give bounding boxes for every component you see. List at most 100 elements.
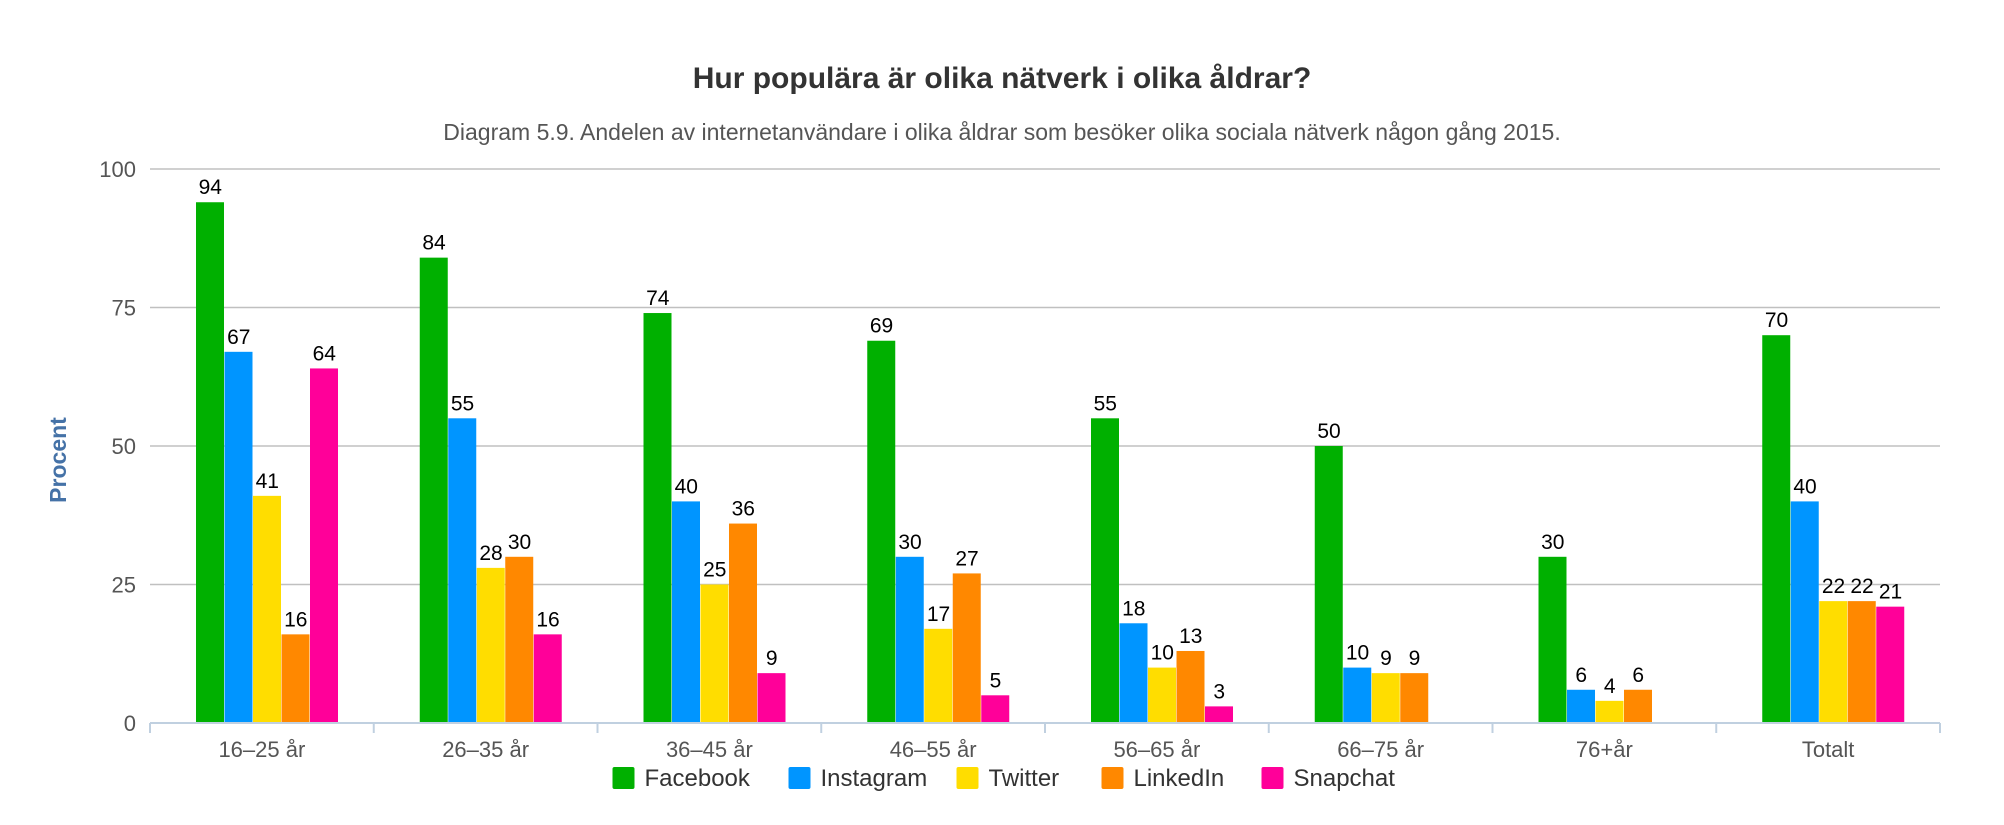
bar[interactable] [196, 202, 224, 724]
bar[interactable] [1205, 706, 1233, 723]
data-label: 36 [732, 498, 755, 521]
legend-item-twitter[interactable]: Twitter [956, 765, 1060, 792]
data-label: 17 [927, 603, 950, 626]
bar[interactable] [1343, 667, 1372, 723]
bar[interactable] [981, 695, 1010, 723]
bar[interactable] [1847, 601, 1876, 723]
bar[interactable] [224, 351, 253, 723]
bar[interactable] [1762, 335, 1791, 723]
bar[interactable] [952, 573, 981, 723]
data-label: 55 [1094, 392, 1117, 415]
legend-swatch [788, 767, 811, 789]
legend-item-linkedin[interactable]: LinkedIn [1101, 765, 1225, 792]
y-tick-label: 50 [112, 434, 136, 459]
data-label: 84 [422, 232, 446, 255]
bar[interactable] [448, 418, 477, 723]
data-label: 9 [1409, 647, 1421, 670]
bar[interactable] [1538, 556, 1567, 723]
bar[interactable] [729, 523, 757, 723]
bar[interactable] [924, 628, 953, 723]
y-tick-label: 100 [99, 157, 136, 182]
data-label: 40 [1793, 475, 1816, 498]
bar[interactable] [1091, 418, 1119, 723]
data-label: 67 [227, 326, 250, 349]
data-label: 16 [284, 608, 307, 631]
bar[interactable] [1819, 601, 1848, 723]
chart-subtitle: Diagram 5.9. Andelen av internetanvändar… [443, 119, 1560, 145]
data-label: 40 [675, 475, 698, 498]
x-tick-label: Totalt [1802, 737, 1855, 762]
legend-swatch [956, 767, 979, 789]
x-tick-label: 56–65 år [1113, 737, 1200, 762]
legend-item-instagram[interactable]: Instagram [788, 765, 928, 792]
bar[interactable] [1371, 673, 1400, 723]
data-label: 22 [1822, 575, 1845, 598]
data-label: 6 [1632, 664, 1644, 687]
legend-item-facebook[interactable]: Facebook [612, 765, 751, 792]
bar[interactable] [895, 556, 924, 723]
legend-swatch [1261, 767, 1284, 789]
y-tick-label: 25 [112, 573, 136, 598]
x-tick-label: 66–75 år [1337, 737, 1424, 762]
data-label: 9 [1380, 647, 1392, 670]
bar[interactable] [1148, 667, 1176, 723]
data-label: 55 [451, 392, 474, 415]
data-label: 70 [1765, 309, 1788, 332]
data-label: 28 [479, 542, 502, 565]
data-label: 25 [703, 559, 726, 582]
bar[interactable] [757, 673, 786, 723]
data-label: 13 [1179, 625, 1202, 648]
legend-label: Twitter [989, 765, 1060, 792]
bar[interactable] [253, 495, 281, 723]
data-label: 27 [955, 547, 978, 570]
bar[interactable] [1314, 446, 1343, 723]
y-axis-title: Procent [45, 417, 71, 503]
bar[interactable] [672, 501, 700, 723]
bar[interactable] [1790, 501, 1819, 723]
x-axis: 0 25 50 75 100 16–25 år 26–35 år 36–45 år 46–55 … [99, 157, 1941, 762]
legend-swatch [1101, 767, 1124, 789]
bar[interactable] [310, 368, 338, 723]
bar[interactable] [281, 634, 310, 723]
data-label: 10 [1346, 642, 1369, 665]
bar[interactable] [643, 313, 672, 723]
data-label: 16 [536, 608, 559, 631]
data-label: 69 [870, 315, 893, 338]
data-label: 4 [1604, 675, 1616, 698]
x-tick-label: 76+år [1576, 737, 1633, 762]
bar[interactable] [867, 340, 896, 723]
bar[interactable] [533, 634, 562, 723]
bar[interactable] [1595, 700, 1624, 723]
data-label: 30 [1541, 531, 1564, 554]
bar[interactable] [1400, 673, 1429, 723]
legend-label: LinkedIn [1134, 765, 1225, 792]
legend-label: Instagram [821, 765, 928, 792]
legend-label: Facebook [645, 765, 751, 792]
bar[interactable] [700, 584, 729, 724]
x-tick-label: 16–25 år [218, 737, 305, 762]
bars [196, 202, 1905, 724]
bar[interactable] [1876, 606, 1905, 723]
legend-label: Snapchat [1294, 765, 1396, 792]
data-label: 30 [508, 531, 531, 554]
gridlines [150, 168, 1940, 586]
data-label: 64 [313, 342, 337, 365]
legend[interactable]: Facebook Instagram Twitter LinkedIn Snapchat [612, 765, 1396, 792]
bar[interactable] [1624, 689, 1652, 723]
bar[interactable] [1567, 689, 1595, 723]
bar[interactable] [419, 257, 448, 723]
legend-item-snapchat[interactable]: Snapchat [1261, 765, 1396, 792]
bar[interactable] [476, 567, 505, 723]
bar[interactable] [1176, 650, 1205, 723]
bar[interactable] [1119, 623, 1148, 723]
x-tick-label: 26–35 år [442, 737, 529, 762]
data-label: 41 [256, 470, 279, 493]
x-tick-label: 36–45 år [666, 737, 753, 762]
data-label: 6 [1575, 664, 1587, 687]
data-label: 21 [1879, 581, 1902, 604]
data-label: 94 [199, 176, 223, 199]
bar[interactable] [505, 556, 534, 723]
data-label: 30 [898, 531, 921, 554]
